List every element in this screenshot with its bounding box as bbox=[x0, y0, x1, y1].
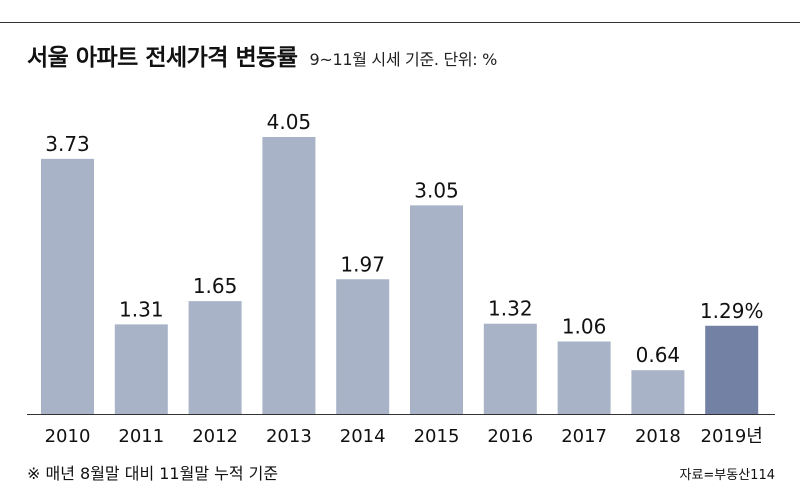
x-tick-label-2017: 2017 bbox=[561, 426, 607, 447]
bar-2019년 bbox=[705, 325, 759, 414]
x-tick-label-2018: 2018 bbox=[635, 426, 681, 447]
value-label-2019년: 1.29% bbox=[700, 299, 764, 323]
value-label-2017: 1.06 bbox=[562, 314, 607, 338]
bar-2013 bbox=[262, 136, 316, 415]
value-label-2015: 3.05 bbox=[414, 178, 459, 202]
value-label-2011: 1.31 bbox=[119, 297, 164, 321]
x-tick-label-2019년: 2019년 bbox=[701, 426, 763, 447]
bar-2014 bbox=[336, 279, 390, 414]
bar-2015 bbox=[410, 205, 463, 414]
value-label-2014: 1.97 bbox=[340, 252, 385, 276]
chart-header: 서울 아파트 전세가격 변동률 9~11월 시세 기준. 단위: % bbox=[27, 38, 497, 72]
value-label-2018: 0.64 bbox=[636, 343, 681, 367]
x-tick-label-2011: 2011 bbox=[118, 426, 164, 447]
source-credit: 자료=부동산114 bbox=[679, 468, 775, 483]
x-tick-label-2016: 2016 bbox=[487, 426, 533, 447]
bar-2017 bbox=[557, 341, 611, 414]
chart-subtitle: 9~11월 시세 기준. 단위: % bbox=[309, 50, 498, 69]
value-label-2016: 1.32 bbox=[488, 297, 533, 321]
footnote: ※ 매년 8월말 대비 11월말 누적 기준 bbox=[27, 464, 279, 483]
value-labels-group: 3.73 1.31 1.65 4.05 1.97 3.05 1.32 1.06 0.64 1.29… bbox=[45, 110, 763, 367]
bar-2010 bbox=[41, 158, 94, 414]
bar-2018 bbox=[631, 370, 685, 414]
value-label-2012: 1.65 bbox=[193, 274, 238, 298]
value-label-2010: 3.73 bbox=[45, 132, 90, 156]
x-tick-label-2014: 2014 bbox=[340, 426, 386, 447]
x-tick-label-2015: 2015 bbox=[414, 426, 460, 447]
chart-title: 서울 아파트 전세가격 변동률 bbox=[27, 45, 298, 71]
x-tick-label-2010: 2010 bbox=[45, 426, 91, 447]
x-tick-label-2012: 2012 bbox=[192, 426, 238, 447]
bar-2011 bbox=[114, 324, 168, 414]
x-tick-label-2013: 2013 bbox=[266, 426, 312, 447]
x-tick-labels-group: 2010 2011 2012 2013 2014 2015 2016 2017 2018 2019… bbox=[45, 426, 763, 447]
value-label-2013: 4.05 bbox=[267, 110, 312, 134]
bar-2016 bbox=[483, 323, 537, 414]
bar-2012 bbox=[188, 301, 242, 414]
bars-group bbox=[41, 136, 759, 415]
top-rule bbox=[0, 22, 800, 23]
